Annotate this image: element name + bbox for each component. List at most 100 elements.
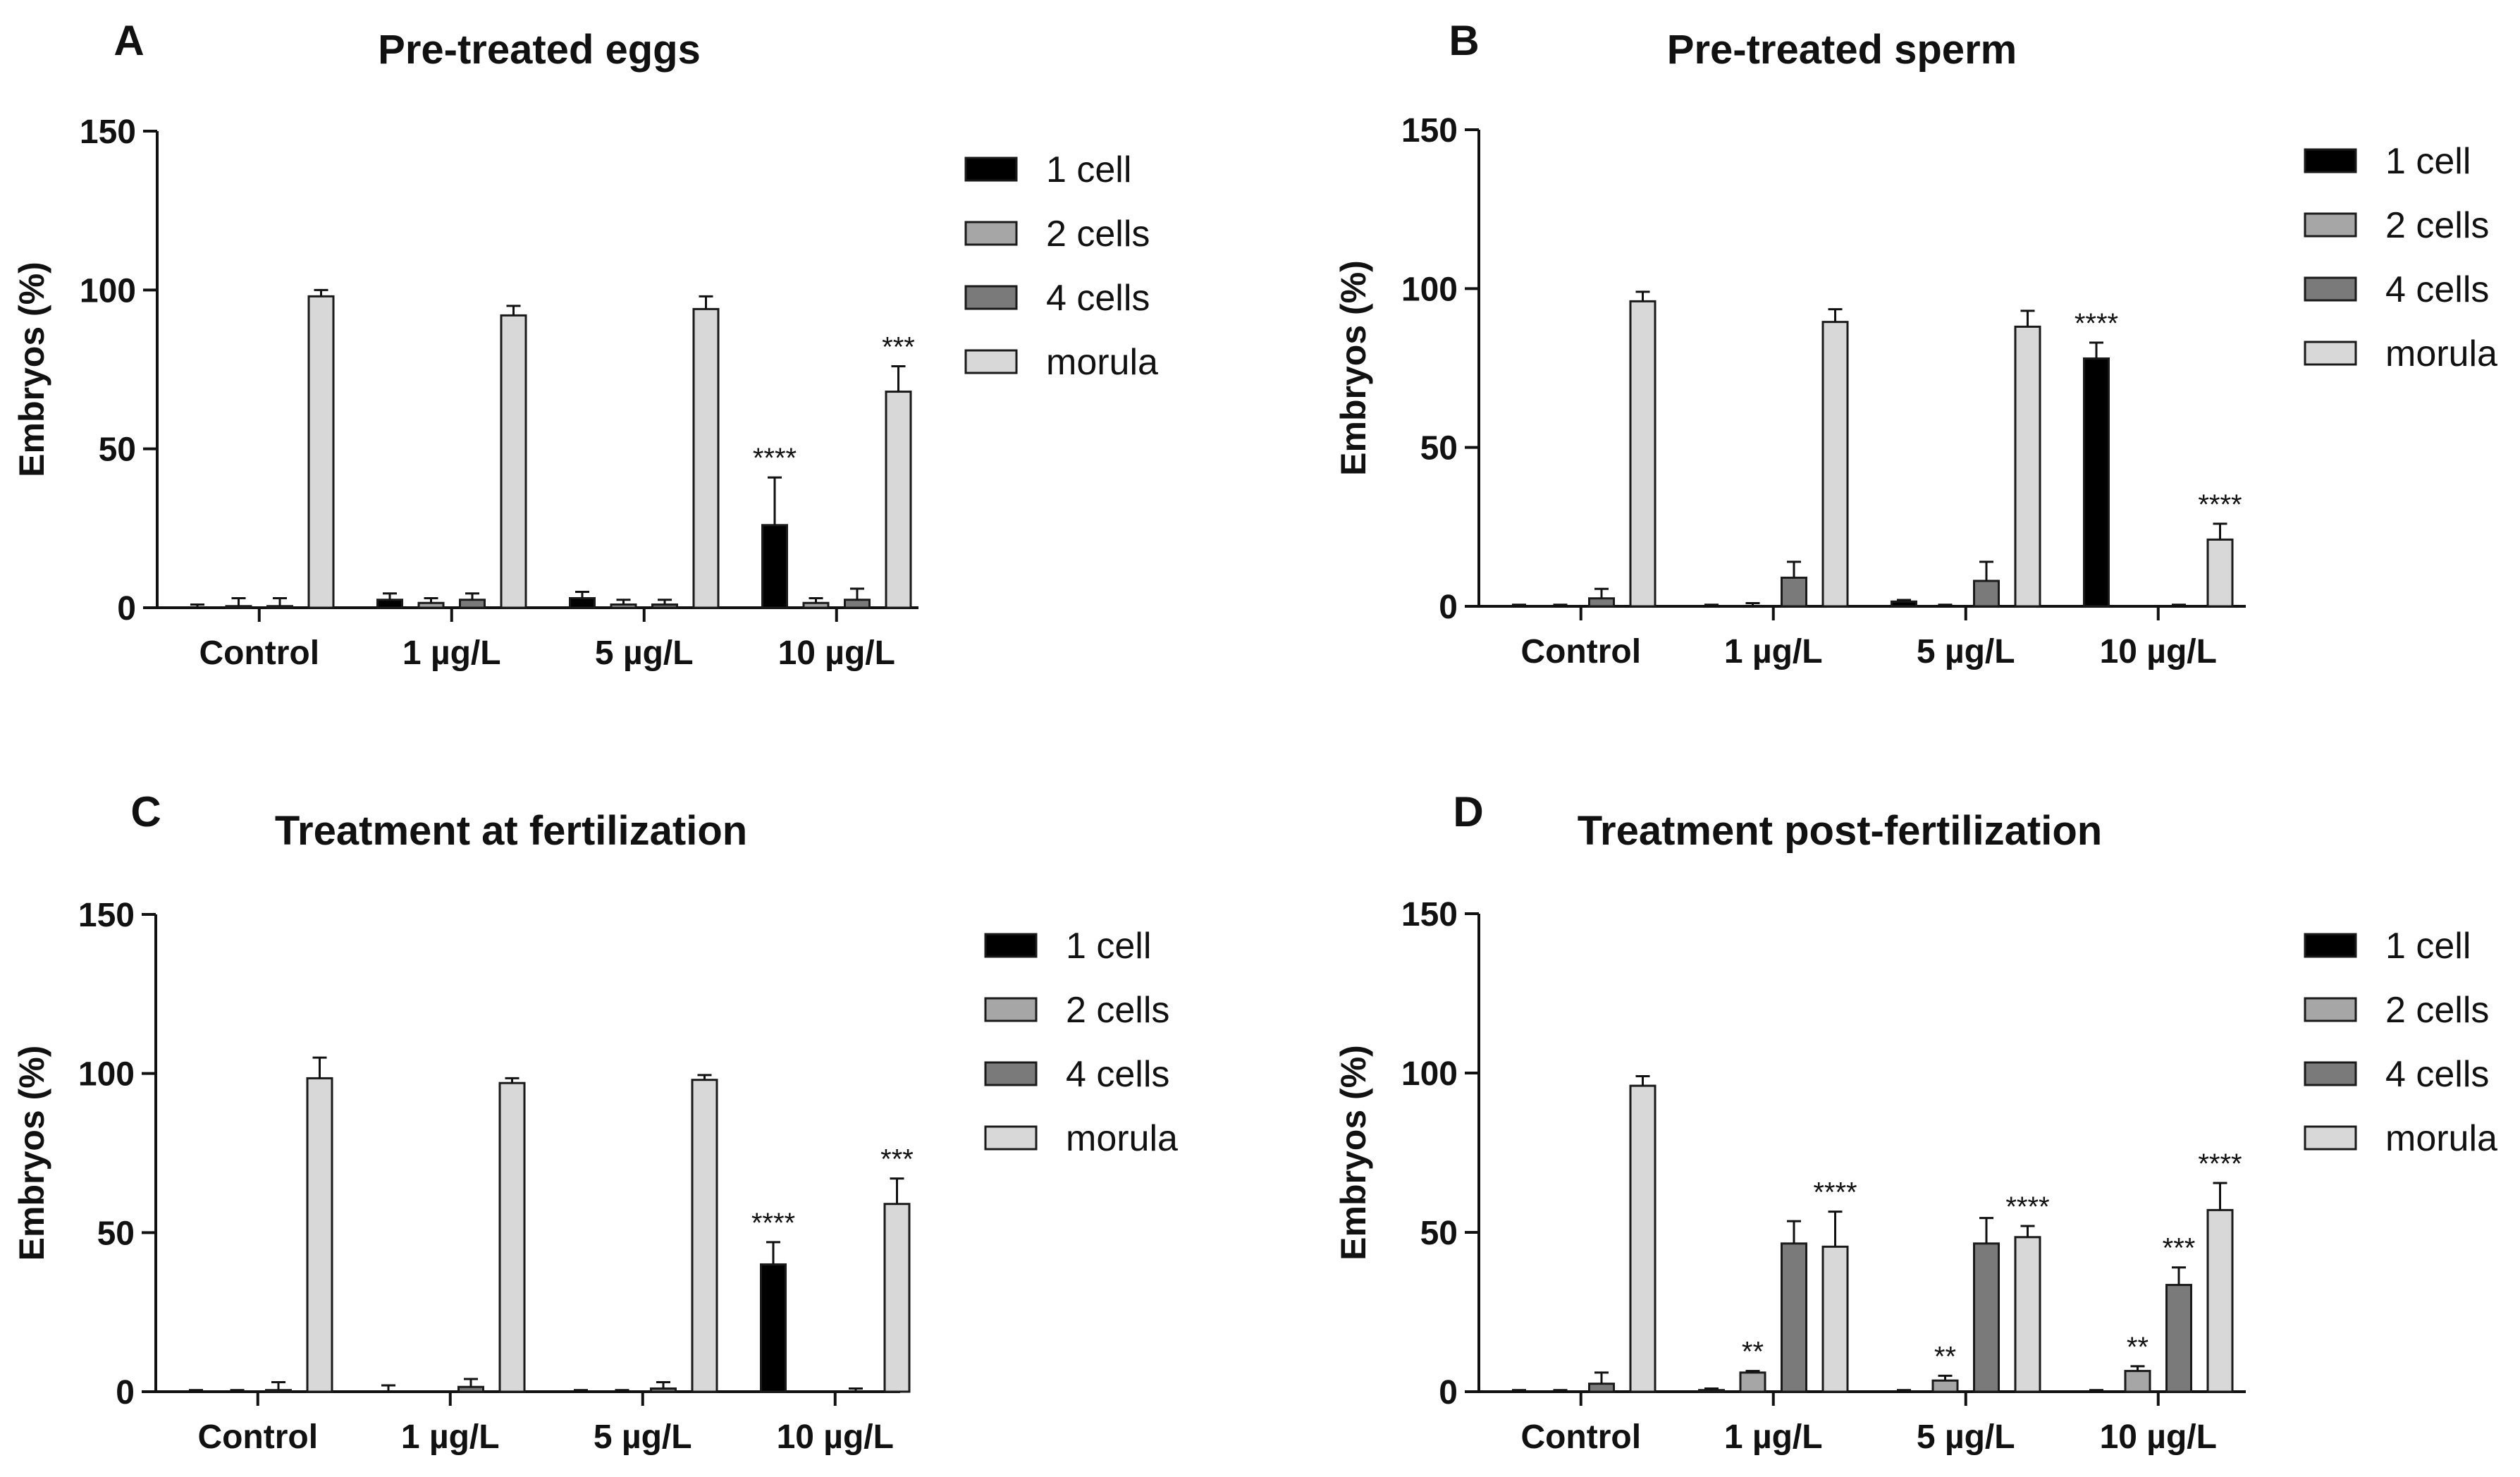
y-tick-label: 150 — [78, 897, 135, 934]
bar — [417, 601, 445, 609]
y-tick-label: 100 — [80, 272, 136, 310]
bar — [1698, 1389, 1725, 1393]
significance-mark: *** — [2163, 1233, 2196, 1264]
bar — [1588, 597, 1615, 608]
x-tick-label: Control — [197, 1418, 318, 1456]
significance-mark: **** — [1813, 1177, 1857, 1208]
bar — [307, 295, 335, 609]
significance-mark: **** — [2075, 308, 2118, 339]
legend-label: 2 cells — [2385, 205, 2489, 246]
chart-panel-a: A Pre-treated eggs Embryos (%) 0 50 100 150 Con… — [12, 17, 1158, 672]
legend-label: morula — [1046, 342, 1158, 383]
bar — [844, 599, 871, 609]
legend-label: morula — [2385, 1118, 2497, 1159]
y-tick-label: 0 — [117, 590, 136, 627]
chart-title: Pre-treated eggs — [378, 27, 701, 73]
legend-swatch — [2304, 148, 2357, 173]
x-tick-label: 5 µg/L — [595, 635, 694, 672]
legend-label: 4 cells — [2385, 1054, 2489, 1095]
y-axis-label: Embryos (%) — [12, 1046, 51, 1261]
bar — [761, 524, 788, 609]
significance-mark: ** — [1934, 1341, 1956, 1372]
y-tick-label: 0 — [1439, 1374, 1458, 1411]
y-tick-label: 100 — [78, 1056, 135, 1093]
bar — [1739, 1371, 1766, 1393]
x-tick-label: 1 µg/L — [1724, 1418, 1823, 1456]
legend-label: 1 cell — [2385, 141, 2471, 182]
panel-letter: C — [130, 788, 161, 835]
bar — [1973, 580, 2000, 608]
bar — [2206, 538, 2234, 608]
x-tick-label: Control — [1520, 633, 1641, 670]
bar — [1891, 600, 1917, 608]
bar — [498, 1081, 526, 1393]
legend-label: 2 cells — [1046, 214, 1150, 255]
bar — [760, 1263, 787, 1393]
x-tick-label: 1 µg/L — [401, 1418, 500, 1456]
legend-swatch — [964, 221, 1018, 246]
significance-mark: *** — [880, 1144, 914, 1175]
bar — [1973, 1242, 2000, 1393]
bar — [306, 1077, 333, 1393]
significance-mark: **** — [2198, 1148, 2242, 1179]
significance-mark: ** — [2127, 1332, 2149, 1363]
y-tick-label: 50 — [99, 431, 136, 469]
bar — [265, 1389, 292, 1393]
bar — [569, 596, 596, 609]
bar — [883, 1203, 911, 1393]
y-tick-label: 100 — [1401, 1055, 1458, 1093]
chart-title: Treatment post-fertilization — [1578, 808, 2102, 854]
legend-swatch — [2304, 276, 2357, 302]
legend-swatch — [984, 1061, 1038, 1086]
significance-mark: *** — [882, 331, 915, 362]
bar — [500, 314, 527, 609]
bar — [691, 1079, 718, 1393]
bar — [457, 1385, 484, 1393]
significance-mark: ** — [1742, 1337, 1764, 1368]
bar — [2014, 325, 2041, 608]
legend-swatch — [2304, 1125, 2357, 1151]
legend-swatch — [2304, 933, 2357, 958]
bar — [376, 599, 403, 609]
chart-panel-c: C Treatment at fertilization Embryos (%) 0 5… — [12, 788, 1178, 1456]
legend-swatch — [2304, 341, 2357, 366]
y-tick-label: 50 — [1420, 1215, 1458, 1252]
y-tick-label: 0 — [116, 1374, 135, 1411]
legend-label: 4 cells — [2385, 269, 2489, 310]
legend-swatch — [2304, 997, 2357, 1022]
bar — [2083, 357, 2110, 608]
bar — [1588, 1383, 1615, 1393]
x-tick-label: 1 µg/L — [402, 635, 501, 672]
x-tick-label: 10 µg/L — [778, 635, 895, 672]
legend-swatch — [2304, 1061, 2357, 1086]
legend-swatch — [984, 997, 1038, 1022]
y-tick-label: 50 — [97, 1215, 135, 1252]
bar — [1781, 576, 1807, 608]
legend-label: 1 cell — [1046, 149, 1131, 190]
chart-title: Treatment at fertilization — [275, 808, 747, 854]
x-tick-label: 5 µg/L — [1917, 633, 2015, 670]
bar — [2124, 1370, 2151, 1393]
x-tick-label: 5 µg/L — [594, 1418, 692, 1456]
bar — [2206, 1208, 2234, 1393]
y-tick-label: 150 — [1401, 112, 1458, 149]
legend-swatch — [964, 349, 1018, 374]
bar — [225, 605, 252, 609]
bar — [885, 391, 912, 609]
legend-label: 2 cells — [1066, 990, 1169, 1031]
bar — [2014, 1236, 2041, 1393]
y-tick-label: 150 — [80, 114, 136, 151]
chart-panel-b: B Pre-treated sperm Embryos (%) 0 50 100 150 Co… — [1334, 17, 2497, 670]
y-tick-label: 150 — [1401, 896, 1458, 933]
panel-letter: B — [1449, 17, 1479, 64]
significance-mark: **** — [753, 443, 797, 474]
legend-label: 1 cell — [2385, 926, 2471, 967]
legend-swatch — [964, 157, 1018, 182]
chart-panel-d: D Treatment post-fertilization Embryos (%)… — [1334, 788, 2497, 1456]
legend-label: 2 cells — [2385, 990, 2489, 1031]
y-tick-label: 100 — [1401, 271, 1458, 308]
x-tick-label: 1 µg/L — [1724, 633, 1823, 670]
chart-title: Pre-treated sperm — [1667, 27, 2017, 73]
significance-mark: **** — [751, 1208, 795, 1239]
